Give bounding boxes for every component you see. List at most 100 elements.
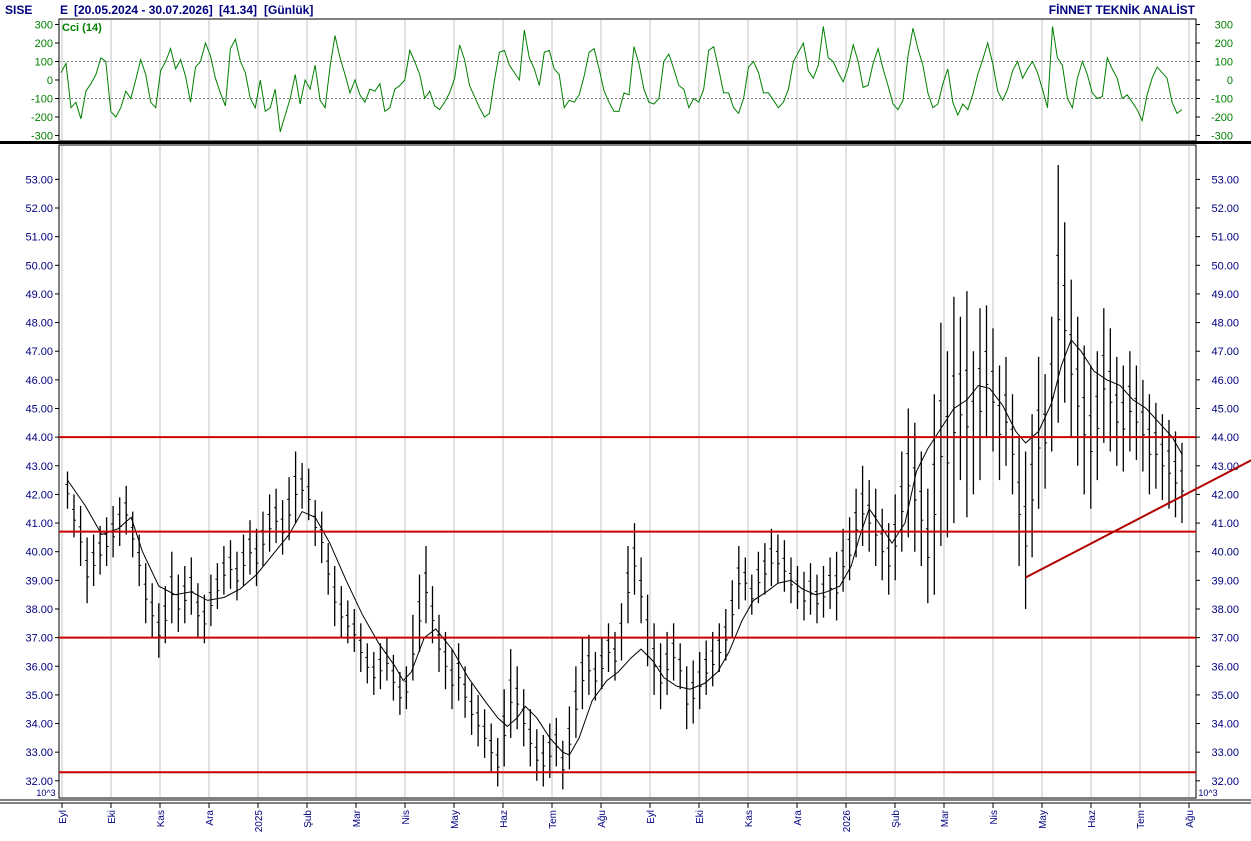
price-tick-label: 52.00 [1211, 203, 1239, 215]
price-tick-label: 51.00 [25, 232, 53, 244]
price-tick-label: 36.00 [1211, 661, 1239, 673]
x-tick-label: Eyl [646, 810, 657, 824]
price-axis-right: 53.00 52.00 51.00 50.00 49.00 48.00 47.00 46.00… [1196, 174, 1239, 788]
x-tick-label: Kas [744, 810, 755, 827]
price-grid [61, 145, 1190, 798]
scale-note-left: 10^3 [36, 788, 55, 798]
cci-title: Cci (14) [62, 22, 102, 34]
price-bars [65, 165, 1184, 790]
x-tick-label: Nis [989, 810, 1000, 824]
cci-tick-label: -300 [31, 130, 53, 142]
price-tick-label: 35.00 [25, 690, 53, 702]
symbol-code: E [60, 3, 68, 17]
x-axis-labels: Eyl Eki Kas Ara 2025 Şub Mar Nis May Haz Tem Ağu Eyl… [58, 803, 1196, 832]
price-tick-label: 52.00 [25, 203, 53, 215]
x-tick-label: Ara [793, 810, 804, 826]
price-tick-label: 33.00 [1211, 747, 1239, 759]
x-tick-label: Tem [548, 810, 559, 829]
cci-tick-label: 200 [1215, 38, 1233, 50]
price-tick-label: 32.00 [25, 776, 53, 788]
x-tick-label: Şub [303, 810, 314, 828]
price-tick-label: 49.00 [1211, 289, 1239, 301]
price-tick-label: 39.00 [25, 575, 53, 587]
price-tick-label: 47.00 [1211, 346, 1239, 358]
cci-tick-label: -100 [31, 93, 53, 105]
x-tick-label: Ağu [597, 810, 608, 828]
period-label: [Günlük] [264, 3, 313, 17]
price-tick-label: 34.00 [1211, 719, 1239, 731]
last-price: [41.34] [219, 3, 257, 17]
price-tick-label: 43.00 [25, 461, 53, 473]
x-tick-label: Ağu [1185, 810, 1196, 828]
cci-axis-right: 300 200 100 0 -100 -200 -300 [1196, 20, 1233, 142]
x-tick-label: Kas [156, 810, 167, 827]
panel-divider [0, 141, 1251, 144]
x-tick-label: May [1038, 810, 1049, 829]
price-panel: 53.00 52.00 51.00 50.00 49.00 48.00 47.00 46.00… [25, 144, 1251, 799]
x-tick-label: Nis [401, 810, 412, 824]
cci-tick-label: 0 [47, 75, 53, 87]
price-tick-label: 42.00 [1211, 489, 1239, 501]
price-tick-label: 51.00 [1211, 232, 1239, 244]
price-tick-label: 38.00 [1211, 604, 1239, 616]
x-tick-label: Eyl [58, 810, 69, 824]
cci-tick-label: -100 [1211, 93, 1233, 105]
x-tick-label: Haz [499, 810, 510, 828]
price-tick-label: 48.00 [25, 318, 53, 330]
price-tick-label: 33.00 [25, 747, 53, 759]
price-tick-label: 53.00 [25, 174, 53, 186]
price-tick-label: 37.00 [1211, 633, 1239, 645]
price-tick-label: 49.00 [25, 289, 53, 301]
price-tick-label: 42.00 [25, 489, 53, 501]
x-tick-label: Mar [352, 809, 363, 827]
cci-tick-label: 0 [1227, 75, 1233, 87]
cci-tick-label: 200 [35, 38, 53, 50]
cci-tick-label: 100 [35, 57, 53, 69]
price-tick-label: 46.00 [1211, 375, 1239, 387]
moving-average-line [67, 338, 1183, 756]
price-tick-label: 37.00 [25, 633, 53, 645]
x-tick-label: Mar [940, 809, 951, 827]
cci-tick-label: 300 [1215, 20, 1233, 32]
x-tick-label: May [450, 810, 461, 829]
cci-tick-label: -300 [1211, 130, 1233, 142]
x-tick-label: 2026 [842, 810, 853, 833]
price-tick-label: 53.00 [1211, 174, 1239, 186]
cci-series-line [60, 26, 1183, 132]
price-tick-label: 41.00 [25, 518, 53, 530]
x-tick-label: Şub [891, 810, 902, 828]
cci-tick-label: -200 [1211, 112, 1233, 124]
bottom-axis: Eyl Eki Kas Ara 2025 Şub Mar Nis May Haz Tem Ağu Eyl… [0, 799, 1251, 832]
price-tick-label: 47.00 [25, 346, 53, 358]
price-tick-label: 44.00 [1211, 432, 1239, 444]
cci-tick-label: -200 [31, 112, 53, 124]
price-tick-label: 34.00 [25, 719, 53, 731]
cci-axis-left: 300 200 100 0 -100 -200 -300 [31, 20, 59, 142]
price-tick-label: 38.00 [25, 604, 53, 616]
x-tick-label: Tem [1136, 810, 1147, 829]
price-tick-label: 35.00 [1211, 690, 1239, 702]
x-tick-label: 2025 [254, 810, 265, 833]
x-tick-label: Eki [107, 810, 118, 824]
symbol-label: SISE [5, 3, 32, 17]
cci-tick-label: 300 [35, 20, 53, 32]
chart-header: SISE E [20.05.2024 - 30.07.2026] [41.34]… [5, 2, 1196, 17]
trendline [1025, 459, 1251, 579]
price-tick-label: 36.00 [25, 661, 53, 673]
support-resistance-levels [59, 436, 1196, 774]
price-tick-label: 43.00 [1211, 461, 1239, 473]
brand-label: FİNNET TEKNİK ANALİST [1049, 2, 1196, 17]
price-tick-label: 39.00 [1211, 575, 1239, 587]
price-tick-label: 40.00 [1211, 547, 1239, 559]
price-tick-label: 50.00 [25, 260, 53, 272]
scale-note-right: 10^3 [1198, 788, 1217, 798]
price-tick-label: 46.00 [25, 375, 53, 387]
price-tick-label: 44.00 [25, 432, 53, 444]
cci-tick-label: 100 [1215, 57, 1233, 69]
date-range: [20.05.2024 - 30.07.2026] [74, 3, 213, 17]
price-tick-label: 50.00 [1211, 260, 1239, 272]
x-tick-label: Ara [205, 810, 216, 826]
price-tick-label: 40.00 [25, 547, 53, 559]
price-tick-label: 48.00 [1211, 318, 1239, 330]
